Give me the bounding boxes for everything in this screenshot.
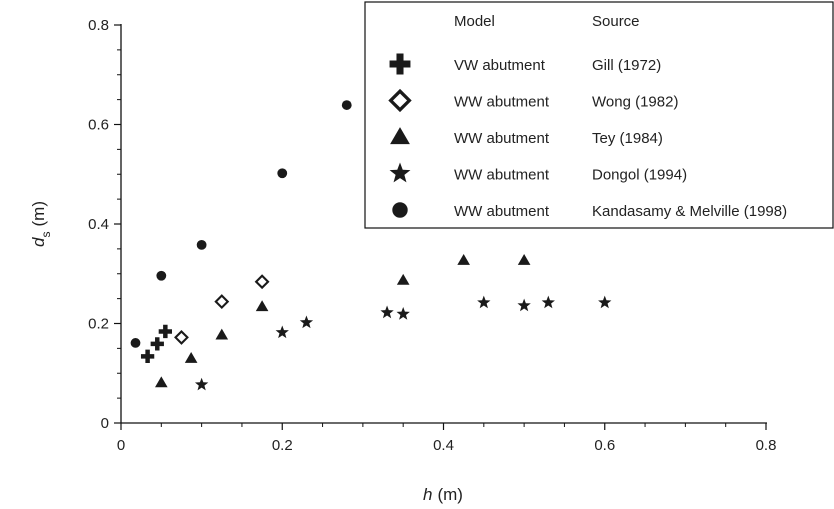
data-markers xyxy=(130,100,612,391)
legend-source-label: Gill (1972) xyxy=(592,57,661,74)
y-tick-label: 0.2 xyxy=(88,316,109,333)
data-point-star xyxy=(541,295,555,309)
legend-model-label: WW abutment xyxy=(454,167,550,184)
legend-source-label: Tey (1984) xyxy=(592,130,663,147)
legend-model-label: WW abutment xyxy=(454,203,550,220)
y-axis-var: d xyxy=(29,237,48,247)
legend-cross-icon xyxy=(389,53,411,75)
legend: Model Source VW abutment Gill (1972) WW ab… xyxy=(364,1,834,229)
legend-source-label: Kandasamy & Melville (1998) xyxy=(592,203,787,220)
data-point-star xyxy=(477,295,491,309)
data-point-star xyxy=(517,298,531,312)
data-point-star xyxy=(598,295,612,309)
y-tick-label: 0.4 xyxy=(88,216,109,233)
y-tick-label: 0 xyxy=(101,415,109,432)
data-point-star xyxy=(380,305,394,319)
legend-model-label: WW abutment xyxy=(454,94,550,111)
x-axis-label: h (m) xyxy=(423,485,463,504)
ticks: 0 0.2 0.4 0.6 0.8 0 0.2 0.4 0.6 0.8 xyxy=(88,17,776,454)
x-axis-var: h xyxy=(423,485,432,504)
data-point-cross xyxy=(150,337,164,351)
data-point-triangle xyxy=(457,254,470,265)
data-point-triangle xyxy=(215,328,229,340)
x-tick-label: 0.2 xyxy=(272,437,293,454)
y-axis-label: ds (m) xyxy=(29,201,53,247)
y-axis-unit: (m) xyxy=(29,201,48,226)
data-point-diamond xyxy=(254,274,270,290)
y-tick-label: 0.8 xyxy=(88,17,109,34)
y-tick-label: 0.6 xyxy=(88,117,109,134)
data-point-triangle xyxy=(155,376,168,388)
legend-circle-icon xyxy=(392,202,408,218)
data-point-star xyxy=(396,307,410,320)
x-tick-label: 0.8 xyxy=(756,437,777,454)
x-axis-unit: (m) xyxy=(437,485,462,504)
legend-source-label: Wong (1982) xyxy=(592,94,678,111)
data-point-circle xyxy=(196,239,207,250)
data-point-circle xyxy=(130,338,141,348)
data-point-circle xyxy=(341,100,352,110)
y-axis-sub: s xyxy=(39,232,53,238)
data-point-cross xyxy=(140,349,155,363)
legend-triangle-icon xyxy=(390,127,410,145)
data-point-circle xyxy=(156,270,167,281)
legend-header-model: Model xyxy=(454,13,495,30)
data-point-cross xyxy=(158,324,172,339)
x-tick-label: 0.6 xyxy=(594,437,615,454)
data-point-circle xyxy=(277,168,288,179)
legend-star-icon xyxy=(389,162,411,183)
data-point-triangle xyxy=(255,300,269,312)
data-point-star xyxy=(299,315,314,329)
data-point-star xyxy=(275,325,289,339)
legend-source-label: Dongol (1994) xyxy=(592,167,687,184)
data-point-star xyxy=(194,377,209,391)
data-point-triangle xyxy=(184,352,198,363)
data-point-diamond xyxy=(174,329,189,345)
data-point-triangle xyxy=(517,254,531,265)
legend-box xyxy=(364,1,834,229)
data-point-diamond xyxy=(214,294,230,310)
data-point-triangle xyxy=(396,273,410,285)
legend-diamond-icon xyxy=(388,88,412,113)
legend-model-label: WW abutment xyxy=(454,130,550,147)
legend-header-source: Source xyxy=(592,13,640,30)
legend-model-label: VW abutment xyxy=(454,57,546,74)
x-tick-label: 0 xyxy=(117,437,125,454)
x-tick-label: 0.4 xyxy=(433,437,454,454)
